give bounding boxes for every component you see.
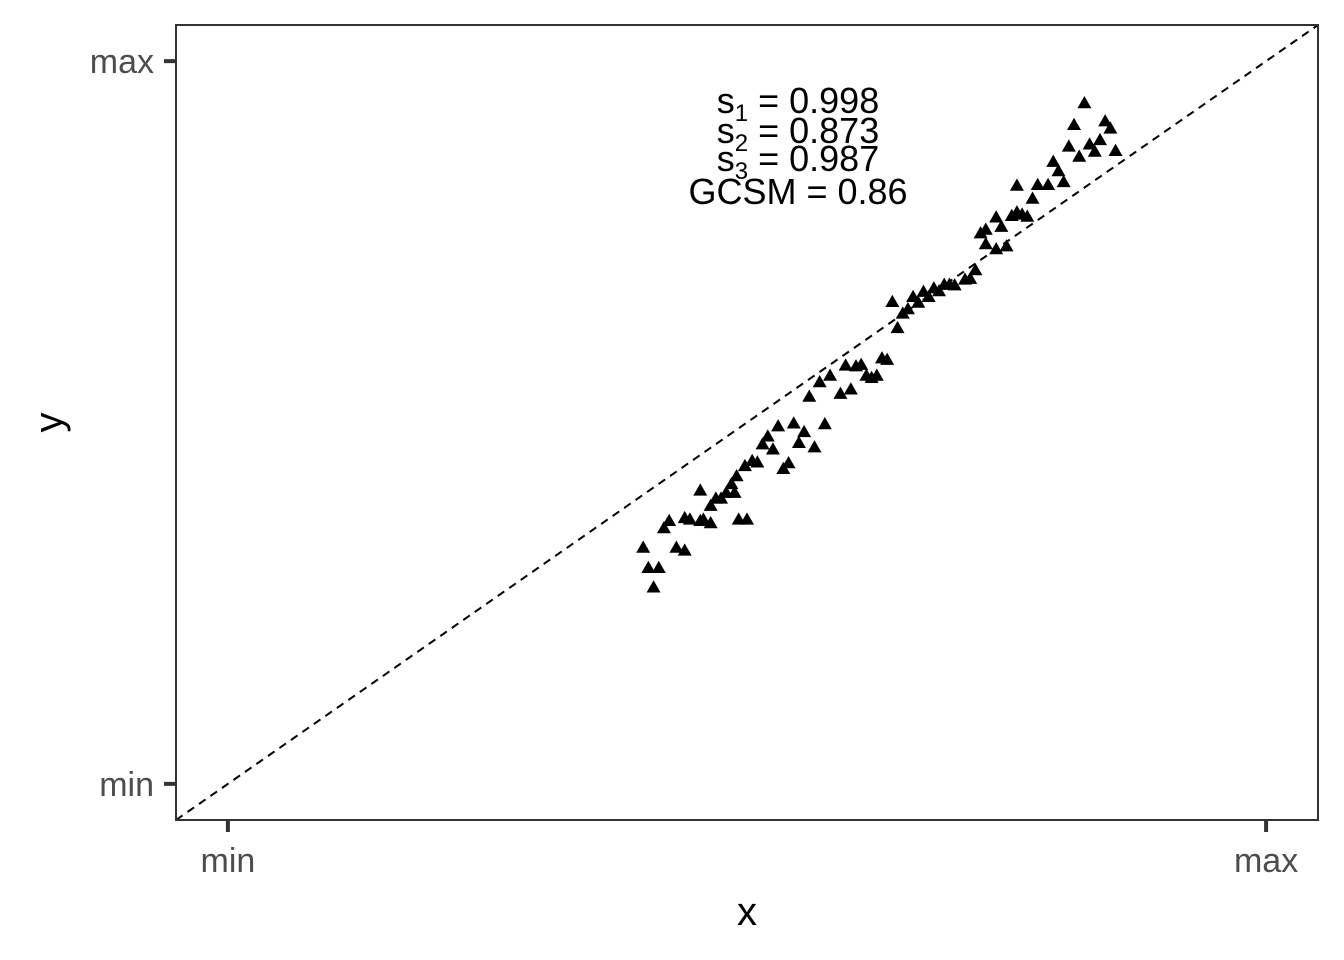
data-point-51 <box>885 294 900 308</box>
data-point-60 <box>932 283 947 297</box>
identity-reference-line <box>175 24 1319 821</box>
data-point-43 <box>843 382 858 395</box>
data-point-93 <box>1103 121 1118 134</box>
data-point-82 <box>1046 154 1061 167</box>
data-point-33 <box>786 416 801 429</box>
data-point-81 <box>1041 177 1056 190</box>
data-point-29 <box>765 442 780 455</box>
data-point-71 <box>989 210 1004 223</box>
data-point-88 <box>1077 96 1092 109</box>
data-point-73 <box>999 239 1014 252</box>
data-point-1 <box>636 540 651 553</box>
data-point-24 <box>737 458 752 472</box>
data-point-89 <box>1082 137 1097 150</box>
x-axis-title: x <box>737 890 757 934</box>
data-point-45 <box>854 357 869 370</box>
data-point-30 <box>771 419 786 432</box>
data-point-92 <box>1098 114 1113 127</box>
data-point-8 <box>677 543 692 556</box>
data-point-65 <box>963 271 978 284</box>
data-point-20 <box>729 468 744 482</box>
data-point-23 <box>740 512 754 525</box>
data-point-68 <box>978 222 993 235</box>
reference-line-layer <box>175 24 1319 821</box>
data-point-85 <box>1061 139 1076 152</box>
data-point-4 <box>651 560 666 574</box>
data-point-90 <box>1087 144 1102 157</box>
data-point-54 <box>900 302 915 315</box>
data-point-48 <box>869 368 884 381</box>
data-point-38 <box>812 375 827 388</box>
data-point-42 <box>838 358 853 371</box>
data-point-10 <box>677 510 692 524</box>
data-point-86 <box>1067 117 1082 130</box>
annotation-line-4: GCSM = 0.86 <box>688 171 907 212</box>
data-point-91 <box>1092 132 1107 146</box>
data-point-39 <box>817 416 832 430</box>
data-point-63 <box>947 278 962 291</box>
data-point-41 <box>833 386 848 399</box>
data-point-6 <box>662 513 677 527</box>
data-point-79 <box>1025 191 1040 204</box>
data-point-34 <box>791 435 806 448</box>
data-point-37 <box>807 440 822 453</box>
data-point-80 <box>1030 177 1045 190</box>
data-point-84 <box>1056 174 1071 188</box>
data-point-83 <box>1051 163 1066 177</box>
data-point-75 <box>1009 178 1024 191</box>
data-point-19 <box>724 476 739 490</box>
data-point-5 <box>656 521 671 534</box>
data-point-36 <box>802 389 817 402</box>
data-point-72 <box>994 219 1009 232</box>
data-point-12 <box>696 512 711 525</box>
data-point-7 <box>669 540 684 553</box>
data-point-32 <box>781 455 796 469</box>
data-point-35 <box>797 424 812 438</box>
data-point-3 <box>641 560 656 574</box>
annotation-line-3: s3 = 0.987 <box>717 138 879 185</box>
data-point-58 <box>921 289 936 302</box>
data-point-94 <box>1108 143 1123 157</box>
data-point-78 <box>1020 209 1035 222</box>
annotation-line-1: s1 = 0.998 <box>717 80 879 127</box>
data-point-13 <box>693 483 708 496</box>
data-point-40 <box>823 368 838 381</box>
data-point-56 <box>911 295 926 308</box>
y-tick-label-2: max <box>90 43 154 81</box>
data-point-66 <box>968 263 983 276</box>
data-point-22 <box>727 485 742 498</box>
data-point-14 <box>703 515 718 529</box>
axes: min max min max <box>90 43 1298 880</box>
annotation-line-2: s2 = 0.873 <box>717 110 879 157</box>
data-point-27 <box>755 437 770 450</box>
data-point-50 <box>880 352 895 365</box>
x-tick-label-2: max <box>1234 842 1298 880</box>
data-point-87 <box>1072 149 1087 162</box>
y-axis-title: y <box>27 413 71 433</box>
data-points <box>636 96 1123 593</box>
data-point-15 <box>703 498 718 511</box>
x-tick-label-1: min <box>201 842 256 880</box>
plot-panel-border <box>175 24 1319 821</box>
data-point-52 <box>890 320 905 334</box>
data-point-28 <box>760 429 775 442</box>
y-tick-label-1: min <box>99 766 154 804</box>
data-point-2 <box>646 580 661 593</box>
data-point-69 <box>978 236 993 250</box>
data-point-26 <box>750 455 765 468</box>
